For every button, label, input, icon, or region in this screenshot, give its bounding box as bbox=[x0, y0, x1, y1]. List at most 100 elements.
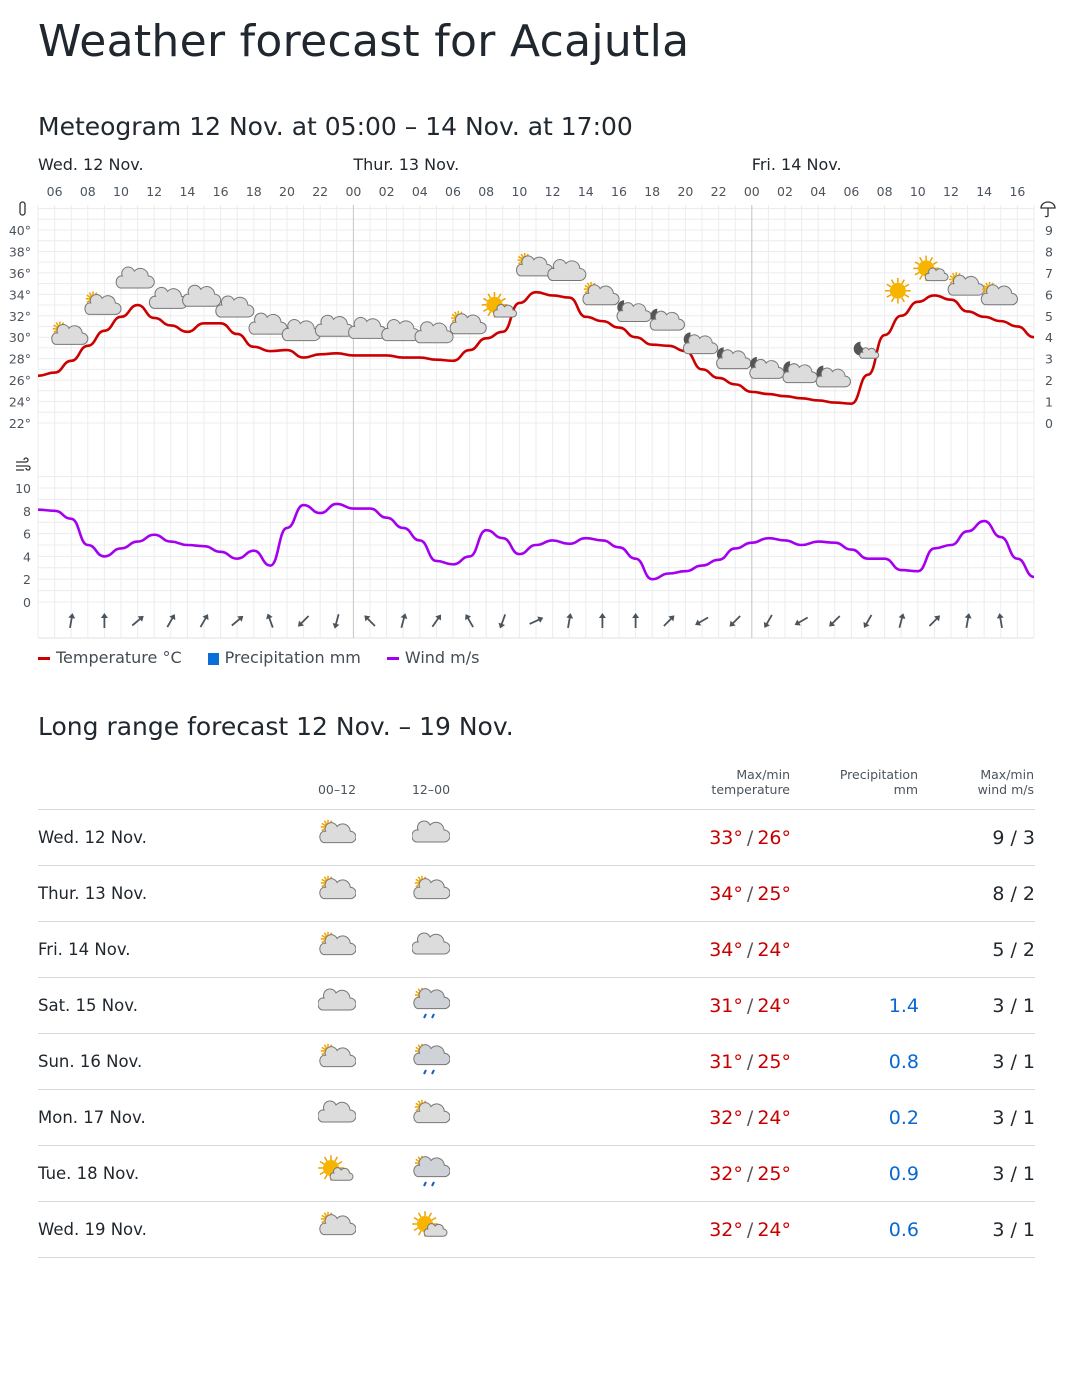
hour-label: 10 bbox=[113, 184, 129, 199]
row-temperature: 34°/25° bbox=[478, 865, 791, 922]
partly-weather-icon bbox=[413, 1099, 451, 1123]
partly-weather-icon bbox=[516, 252, 554, 277]
cloud-weather-icon bbox=[411, 932, 451, 954]
wind-min: 1 bbox=[1022, 1106, 1035, 1129]
symbol-12-00 bbox=[384, 809, 478, 866]
row-day: Sun. 16 Nov. bbox=[38, 1033, 290, 1090]
forecast-row[interactable]: Mon. 17 Nov. 32°/24° 0.2 3 / 1 bbox=[38, 1089, 1035, 1146]
wind-direction-arrow-icon bbox=[996, 613, 1004, 629]
symbol-00-12 bbox=[290, 865, 384, 922]
hour-label: 18 bbox=[246, 184, 262, 199]
row-wind: 8 / 2 bbox=[919, 865, 1035, 922]
forecast-row[interactable]: Sun. 16 Nov. 31°/25° 0.8 3 / 1 bbox=[38, 1033, 1035, 1090]
hour-label: 20 bbox=[677, 184, 693, 199]
wind-min: 1 bbox=[1022, 1050, 1035, 1073]
wind-max: 3 bbox=[992, 994, 1005, 1017]
header-period-2: 12–00 bbox=[411, 782, 451, 797]
cloud-weather-icon bbox=[348, 316, 388, 339]
temp-tick-label: 22° bbox=[9, 416, 31, 431]
wind-tick-label: 10 bbox=[15, 481, 31, 496]
cloud-weather-icon bbox=[148, 286, 188, 309]
partly-weather-icon bbox=[413, 875, 451, 899]
row-precipitation bbox=[791, 865, 919, 922]
wind-direction-arrow-icon bbox=[863, 614, 873, 628]
long-range-table: 00–12 12–00 Max/min temperature Precipita… bbox=[38, 748, 1035, 1258]
forecast-row[interactable]: Tue. 18 Nov. 32°/25° 0.9 3 / 1 bbox=[38, 1145, 1035, 1202]
forecast-row[interactable]: Wed. 12 Nov. 33°/26° 9 / 3 bbox=[38, 809, 1035, 866]
wind-direction-arrow-icon bbox=[231, 615, 244, 627]
symbol-12-00 bbox=[384, 977, 478, 1034]
temp-tick-label: 40° bbox=[9, 223, 31, 238]
symbol-12-00 bbox=[384, 1033, 478, 1090]
wind-direction-arrow-icon bbox=[763, 614, 773, 628]
hour-label: 06 bbox=[843, 184, 859, 199]
row-precipitation: 0.8 bbox=[791, 1033, 919, 1090]
wind-min: 2 bbox=[1022, 882, 1035, 905]
wind-direction-arrow-icon bbox=[131, 615, 144, 627]
cloud-weather-icon bbox=[411, 820, 451, 842]
cloud-weather-icon bbox=[547, 259, 587, 282]
temp-min: 24° bbox=[757, 994, 791, 1017]
wind-direction-arrow-icon bbox=[729, 615, 741, 627]
hour-label: 12 bbox=[545, 184, 561, 199]
row-precipitation: 1.4 bbox=[791, 977, 919, 1034]
header-precipitation: Precipitation mm bbox=[791, 748, 919, 810]
day-label: Thur. 13 Nov. bbox=[352, 155, 459, 174]
wind-direction-arrow-icon bbox=[663, 615, 675, 627]
forecast-row[interactable]: Thur. 13 Nov. 34°/25° 8 / 2 bbox=[38, 865, 1035, 922]
precip-tick-label: 8 bbox=[1045, 244, 1053, 259]
wind-direction-arrow-icon bbox=[297, 615, 310, 627]
wind-direction-arrow-icon bbox=[431, 614, 441, 628]
row-temperature: 31°/25° bbox=[478, 1033, 791, 1090]
thermometer-icon bbox=[19, 201, 26, 216]
sun-weather-icon bbox=[885, 277, 911, 304]
cloud-weather-icon bbox=[281, 319, 321, 342]
symbol-00-12 bbox=[290, 1089, 384, 1146]
night-weather-icon bbox=[749, 357, 785, 379]
partly-weather-icon bbox=[319, 1043, 357, 1067]
fair-weather-icon bbox=[913, 255, 949, 282]
meteogram-chart: Wed. 12 Nov. Thur. 13 Nov. Fri. 14 Nov.06 0… bbox=[9, 155, 1056, 639]
temp-max: 32° bbox=[709, 1106, 743, 1129]
fair-weather-icon bbox=[481, 292, 517, 318]
precip-tick-label: 1 bbox=[1045, 395, 1053, 410]
row-day: Fri. 14 Nov. bbox=[38, 921, 290, 978]
hour-label: 04 bbox=[412, 184, 428, 199]
temp-tick-label: 32° bbox=[9, 309, 31, 324]
wind-direction-arrow-icon bbox=[100, 613, 108, 628]
fair-weather-icon bbox=[412, 1210, 448, 1237]
partly-weather-icon bbox=[582, 281, 620, 306]
hour-label: 02 bbox=[379, 184, 395, 199]
hour-label: 00 bbox=[744, 184, 760, 199]
row-wind: 5 / 2 bbox=[919, 921, 1035, 978]
wind-tick-label: 0 bbox=[23, 595, 31, 610]
hour-label: 16 bbox=[611, 184, 627, 199]
hour-label: 22 bbox=[711, 184, 727, 199]
forecast-row[interactable]: Fri. 14 Nov. 34°/24° 5 / 2 bbox=[38, 921, 1035, 978]
row-temperature: 32°/25° bbox=[478, 1145, 791, 1202]
temp-tick-label: 34° bbox=[9, 287, 31, 302]
temp-min: 24° bbox=[757, 938, 791, 961]
wind-direction-arrow-icon bbox=[465, 614, 474, 628]
symbol-00-12 bbox=[290, 809, 384, 866]
temp-min: 25° bbox=[757, 882, 791, 905]
row-wind: 3 / 1 bbox=[919, 977, 1035, 1034]
temp-max: 31° bbox=[709, 1050, 743, 1073]
header-temp-line1: Max/min bbox=[736, 767, 790, 782]
row-day: Thur. 13 Nov. bbox=[38, 865, 290, 922]
hour-label: 22 bbox=[312, 184, 328, 199]
precip-tick-label: 6 bbox=[1045, 287, 1053, 302]
wind-direction-arrow-icon bbox=[529, 616, 544, 625]
day-label: Wed. 12 Nov. bbox=[38, 155, 144, 174]
row-wind: 3 / 1 bbox=[919, 1145, 1035, 1202]
forecast-row[interactable]: Wed. 19 Nov. 32°/24° 0.6 3 / 1 bbox=[38, 1201, 1035, 1258]
night-weather-icon bbox=[682, 332, 719, 355]
forecast-row[interactable]: Sat. 15 Nov. 31°/24° 1.4 3 / 1 bbox=[38, 977, 1035, 1034]
header-day bbox=[38, 748, 290, 810]
hour-label: 08 bbox=[478, 184, 494, 199]
wind-direction-arrow-icon bbox=[598, 613, 606, 628]
hour-label: 10 bbox=[511, 184, 527, 199]
symbol-12-00 bbox=[384, 1201, 478, 1258]
moon-weather-icon bbox=[853, 341, 880, 359]
temp-tick-label: 26° bbox=[9, 373, 31, 388]
